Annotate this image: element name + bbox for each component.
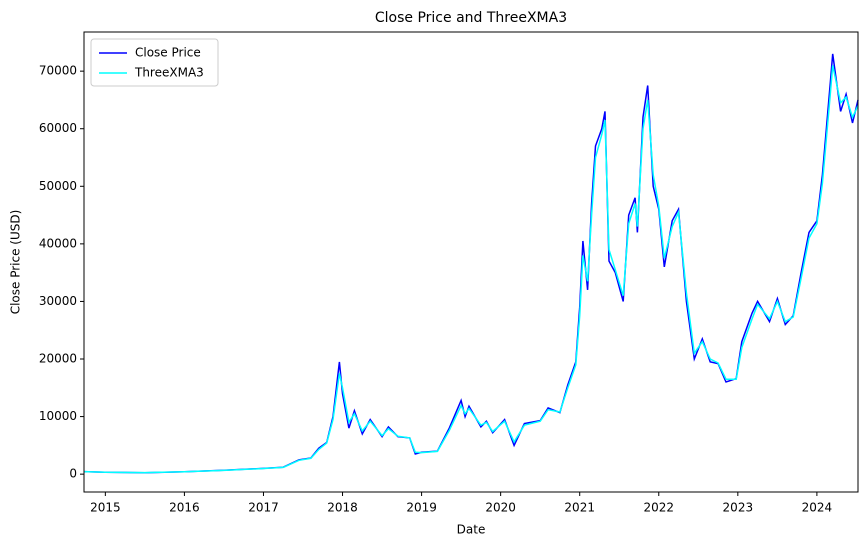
x-tick-label: 2023 <box>723 501 754 515</box>
y-tick-label: 60000 <box>39 121 77 135</box>
legend-label: Close Price <box>135 46 201 60</box>
legend-label: ThreeXMA3 <box>134 66 204 80</box>
y-axis-label: Close Price (USD) <box>9 210 23 315</box>
legend-box <box>90 38 219 87</box>
y-tick-label: 40000 <box>39 236 77 250</box>
chart-title: Close Price and ThreeXMA3 <box>375 10 567 26</box>
x-tick-label: 2021 <box>564 501 595 515</box>
x-axis-label: Date <box>457 523 486 537</box>
y-tick-label: 10000 <box>39 409 77 423</box>
x-tick-label: 2015 <box>90 501 121 515</box>
y-tick-label: 30000 <box>39 294 77 308</box>
y-tick-label: 50000 <box>39 179 77 193</box>
series-line <box>83 65 859 474</box>
y-tick-label: 0 <box>69 467 77 481</box>
x-tick-label: 2019 <box>406 501 437 515</box>
y-tick-label: 20000 <box>39 352 77 366</box>
plot-frame <box>83 31 859 493</box>
series-line <box>83 53 859 474</box>
x-tick-label: 2020 <box>485 501 516 515</box>
x-tick-label: 2022 <box>643 501 674 515</box>
y-tick-label: 70000 <box>39 64 77 78</box>
x-tick-label: 2016 <box>169 501 200 515</box>
x-tick-label: 2018 <box>327 501 358 515</box>
x-tick-label: 2017 <box>248 501 279 515</box>
x-tick-label: 2024 <box>802 501 833 515</box>
